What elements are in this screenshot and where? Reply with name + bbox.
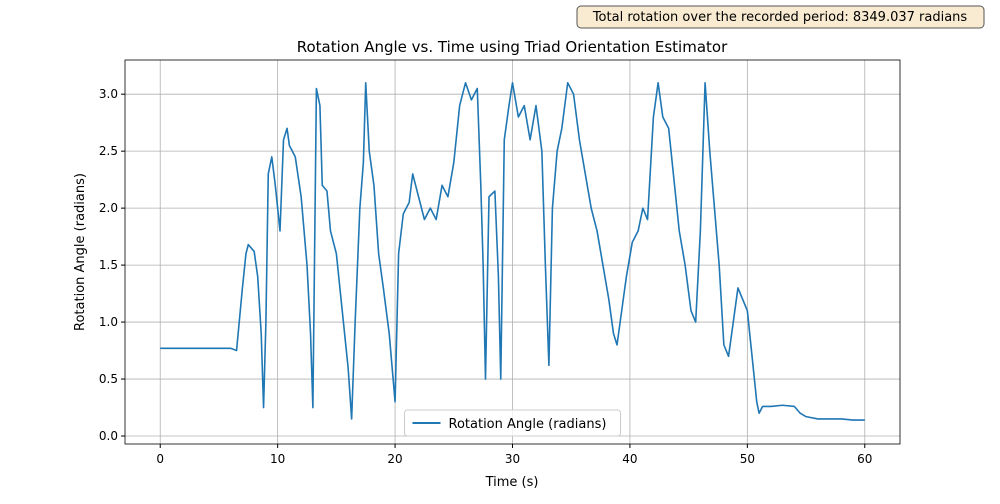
y-tick-label: 1.5 bbox=[99, 258, 118, 272]
chart-title: Rotation Angle vs. Time using Triad Orie… bbox=[297, 38, 728, 56]
y-axis-label: Rotation Angle (radians) bbox=[73, 173, 88, 331]
data-line bbox=[160, 81, 865, 421]
y-tick-label: 0.5 bbox=[99, 372, 118, 386]
y-tick-label: 1.0 bbox=[99, 315, 118, 329]
legend-label: Rotation Angle (radians) bbox=[449, 417, 607, 432]
x-axis-label: Time (s) bbox=[485, 475, 539, 490]
y-tick-label: 2.0 bbox=[99, 201, 118, 215]
plot-frame bbox=[124, 59, 901, 445]
annotation-frame bbox=[576, 5, 985, 29]
y-tick-label: 2.5 bbox=[99, 144, 118, 158]
legend-frame bbox=[404, 409, 621, 437]
legend: Rotation Angle (radians) bbox=[404, 409, 621, 437]
annotation-box: Total rotation over the recorded period:… bbox=[576, 5, 985, 29]
annotation: Total rotation over the recorded period:… bbox=[592, 10, 968, 25]
x-tick-label: 50 bbox=[740, 452, 755, 466]
x-tick-label: 40 bbox=[622, 452, 637, 466]
x-tick-label: 0 bbox=[156, 452, 164, 466]
x-tick-label: 30 bbox=[505, 452, 520, 466]
x-tick-label: 10 bbox=[270, 452, 285, 466]
x-tick-label: 60 bbox=[857, 452, 872, 466]
y-tick-label: 3.0 bbox=[99, 87, 118, 101]
y-tick-label: 0.0 bbox=[99, 429, 118, 443]
x-tick-label: 20 bbox=[387, 452, 402, 466]
